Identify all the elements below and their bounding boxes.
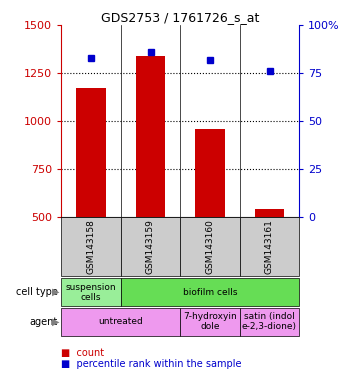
Text: ■  count: ■ count [61, 348, 104, 358]
Text: GSM143158: GSM143158 [86, 219, 96, 274]
Text: suspension
cells: suspension cells [66, 283, 116, 302]
Text: ▶: ▶ [52, 317, 60, 327]
Text: ■  percentile rank within the sample: ■ percentile rank within the sample [61, 359, 242, 369]
Bar [76, 88, 106, 217]
Text: GSM143159: GSM143159 [146, 219, 155, 274]
Text: satin (indol
e-2,3-dione): satin (indol e-2,3-dione) [242, 312, 297, 331]
Text: GSM143160: GSM143160 [205, 219, 215, 274]
Bar [255, 209, 284, 217]
Text: GSM143161: GSM143161 [265, 219, 274, 274]
Text: ▶: ▶ [52, 287, 60, 297]
Text: untreated: untreated [98, 317, 143, 326]
Text: cell type: cell type [16, 287, 58, 297]
Bar [195, 129, 225, 217]
Text: agent: agent [29, 317, 58, 327]
Text: 7-hydroxyin
dole: 7-hydroxyin dole [183, 312, 237, 331]
Text: biofilm cells: biofilm cells [183, 288, 237, 297]
Bar [136, 56, 165, 217]
Title: GDS2753 / 1761726_s_at: GDS2753 / 1761726_s_at [101, 11, 259, 24]
